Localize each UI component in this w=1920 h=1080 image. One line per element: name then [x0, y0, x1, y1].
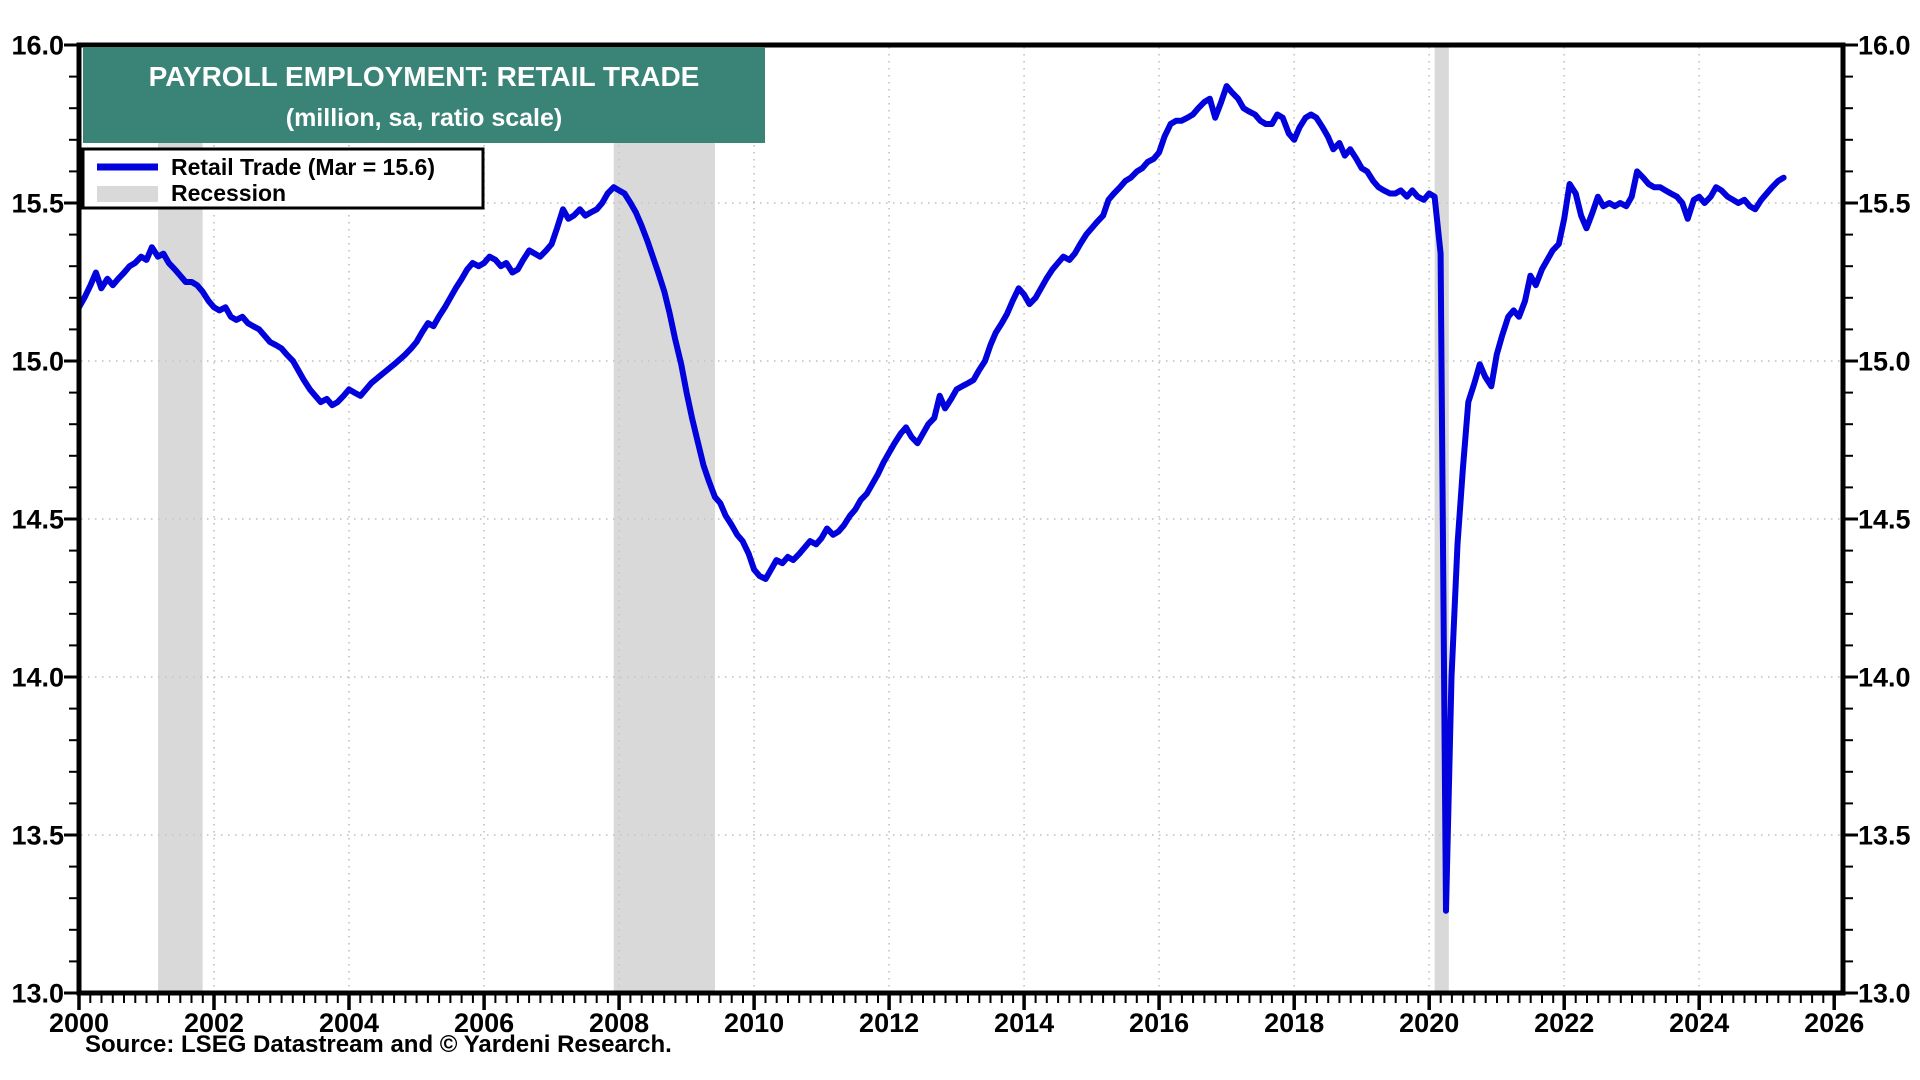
- y-axis-label-left: 15.0: [11, 347, 64, 377]
- x-axis-label: 2016: [1129, 1008, 1189, 1038]
- x-axis-label: 2008: [589, 1008, 649, 1038]
- title-box-background: [83, 47, 765, 143]
- legend-recession-label: Recession: [171, 180, 286, 206]
- x-axis-ticks: [77, 995, 1836, 1010]
- x-axis-labels: 2000 2002 2004 2006 2008 2010 2012 2014 2016 2018…: [49, 1008, 1864, 1038]
- y-axis-label-left: 14.5: [11, 505, 64, 535]
- chart-title: PAYROLL EMPLOYMENT: RETAIL TRADE: [149, 61, 700, 92]
- x-axis-label: 2012: [859, 1008, 919, 1038]
- y-axis-label-right: 14.5: [1858, 505, 1911, 535]
- y-axis-label-right: 15.0: [1858, 347, 1911, 377]
- y-axis-ticks-right: [1845, 43, 1858, 995]
- x-axis-label: 2010: [724, 1008, 784, 1038]
- x-axis-label: 2002: [184, 1008, 244, 1038]
- y-axis-label-right: 16.0: [1858, 31, 1911, 61]
- legend: Retail Trade (Mar = 15.6) Recession: [81, 147, 485, 210]
- y-axis-labels-right: 13.0 13.5 14.0 14.5 15.0 15.5 16.0: [1858, 31, 1911, 1009]
- y-axis-ticks-left: [64, 43, 77, 995]
- x-axis-label: 2006: [454, 1008, 514, 1038]
- y-axis-label-right: 15.5: [1858, 189, 1911, 219]
- x-axis-label: 2004: [319, 1008, 379, 1038]
- x-axis-label: 2014: [994, 1008, 1054, 1038]
- y-axis-label-left: 13.0: [11, 979, 64, 1009]
- y-axis-label-right: 13.5: [1858, 821, 1911, 851]
- y-axis-label-left: 16.0: [11, 31, 64, 61]
- chart-subtitle: (million, sa, ratio scale): [286, 104, 562, 132]
- y-axis-label-right: 13.0: [1858, 979, 1911, 1009]
- x-axis-label: 2024: [1669, 1008, 1729, 1038]
- series-polyline: [81, 83, 1787, 914]
- x-axis-label: 2020: [1399, 1008, 1459, 1038]
- y-axis-label-left: 14.0: [11, 663, 64, 693]
- y-axis-label-left: 15.5: [11, 189, 64, 219]
- y-axis-label-right: 14.0: [1858, 663, 1911, 693]
- x-axis-label: 2026: [1804, 1008, 1864, 1038]
- x-axis-label: 2022: [1534, 1008, 1594, 1038]
- source-attribution: Source: LSEG Datastream and © Yardeni Re…: [85, 1031, 672, 1058]
- x-axis-label: 2018: [1264, 1008, 1324, 1038]
- plot-frame: [76, 42, 1846, 996]
- retail-trade-line: [81, 83, 1787, 914]
- legend-series-label: Retail Trade (Mar = 15.6): [171, 154, 435, 180]
- recession-band: [613, 47, 715, 991]
- title-box: PAYROLL EMPLOYMENT: RETAIL TRADE (millio…: [83, 47, 765, 143]
- legend-recession-swatch: [97, 186, 158, 202]
- y-axis-label-left: 13.5: [11, 821, 64, 851]
- y-axis-labels-left: 13.0 13.5 14.0 14.5 15.0 15.5 16.0: [11, 31, 64, 1009]
- x-axis-label: 2000: [49, 1008, 109, 1038]
